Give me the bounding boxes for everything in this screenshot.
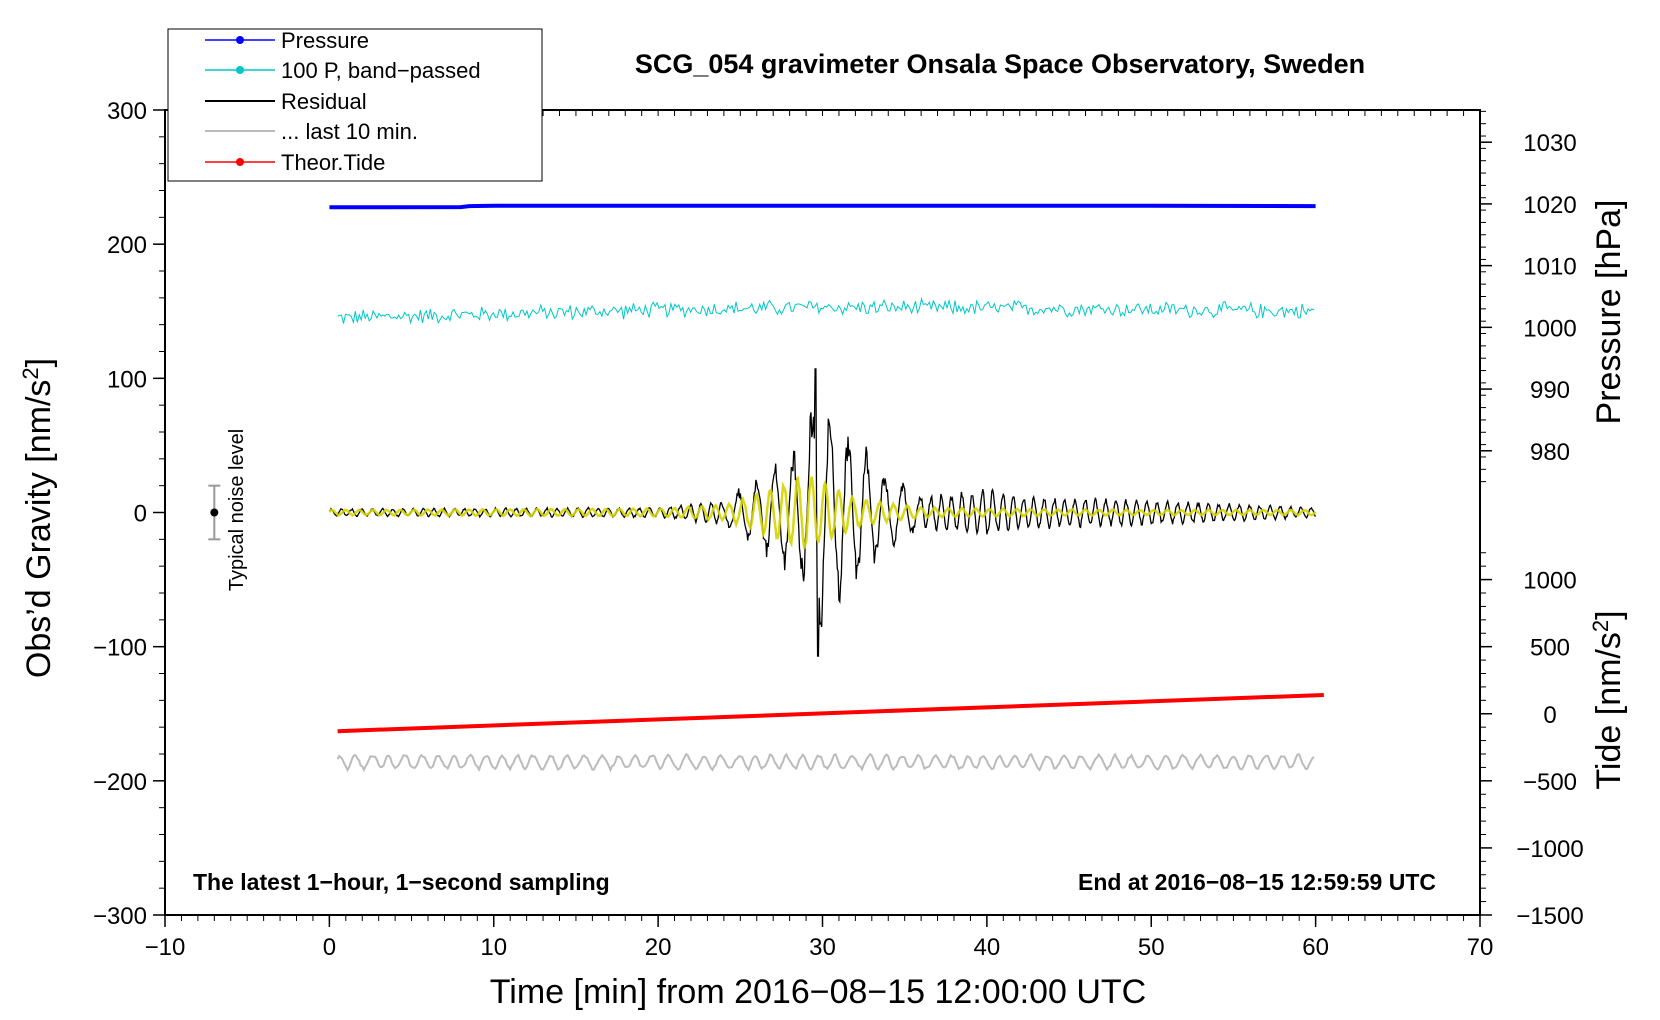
pressure-line (329, 203, 1316, 210)
x-tick-label: 0 (323, 934, 336, 961)
pressure-tick-label: 990 (1530, 377, 1570, 404)
x-tick-label: 70 (1467, 934, 1494, 961)
theoretical-tide-line (337, 692, 1324, 734)
x-axis-label: Time [min] from 2016−08−15 12:00:00 UTC (490, 973, 1146, 1011)
footer-right-text: End at 2016−08−15 12:59:59 UTC (1078, 869, 1436, 895)
tide-axis-label-main: Tide [nm/s (1590, 632, 1628, 789)
y-tick-label: 100 (107, 366, 147, 393)
pressure-axis-label: Pressure [hPa] (1590, 200, 1628, 425)
tide-tick-label: −500 (1523, 769, 1577, 796)
y-axis-label-main: Obs’d Gravity [nm/s (20, 380, 58, 679)
tide-tick-label: −1500 (1516, 903, 1583, 930)
y-tick-label: 200 (107, 232, 147, 259)
x-tick-label: 30 (809, 934, 836, 961)
y-axis-label: Obs’d Gravity [nm/s2] (18, 358, 58, 678)
x-tick-label: 10 (480, 934, 507, 961)
x-tick-label: 40 (974, 934, 1001, 961)
pressure-tick-label: 1000 (1523, 315, 1576, 342)
tide-axis-label-end: ] (1590, 610, 1628, 619)
noise-level-label: Typical noise level (226, 429, 248, 591)
y-axis-label-end: ] (20, 358, 58, 367)
x-tick-label: −10 (145, 934, 186, 961)
last-10-min-line (336, 752, 1315, 773)
noise-center-dot (210, 508, 219, 517)
pressure-tick-label: 980 (1530, 439, 1570, 466)
legend-box (167, 28, 543, 182)
tide-axis-label-sup: 2 (1588, 620, 1613, 632)
legend-label-pressure: Pressure (281, 28, 369, 53)
pressure-tick-label: 1030 (1523, 130, 1576, 157)
legend: Pressure 100 P, band−passed Residual ...… (167, 28, 543, 182)
tide-axis-label: Tide [nm/s2] (1588, 610, 1628, 789)
series-layer (208, 203, 1324, 773)
y-tick-label: −300 (93, 903, 147, 930)
tide-tick-label: 1000 (1523, 568, 1576, 595)
footer-left-text: The latest 1−hour, 1−second sampling (193, 869, 610, 895)
tide-tick-label: −1000 (1516, 836, 1583, 863)
tide-tick-label: 0 (1543, 702, 1556, 729)
y-axis-label-sup: 2 (18, 367, 43, 379)
ticks-layer: −10 0 10 20 30 40 50 60 70−300−200−1000100200300… (93, 98, 1584, 961)
legend-label-bandpassed: 100 P, band−passed (281, 58, 481, 83)
y-tick-label: −100 (93, 635, 147, 662)
x-tick-label: 50 (1138, 934, 1165, 961)
y-tick-label: −200 (93, 769, 147, 796)
legend-marker-pressure (236, 36, 244, 44)
legend-label-last10: ... last 10 min. (281, 119, 418, 144)
y-tick-label: 300 (107, 98, 147, 125)
x-tick-label: 60 (1302, 934, 1329, 961)
legend-label-tide: Theor.Tide (281, 150, 385, 175)
filtered-residual-line (328, 476, 1317, 549)
tide-tick-label: 500 (1530, 635, 1570, 662)
legend-label-residual: Residual (281, 89, 367, 114)
pressure-tick-label: 1010 (1523, 254, 1576, 281)
pressure-tick-label: 1020 (1523, 192, 1576, 219)
bandpassed-pressure-line (337, 296, 1315, 325)
legend-marker-bandpassed (236, 66, 244, 74)
chart-title: SCG_054 gravimeter Onsala Space Observat… (635, 49, 1365, 79)
y-tick-label: 0 (134, 501, 147, 528)
legend-marker-tide (236, 158, 244, 166)
x-tick-label: 20 (645, 934, 672, 961)
